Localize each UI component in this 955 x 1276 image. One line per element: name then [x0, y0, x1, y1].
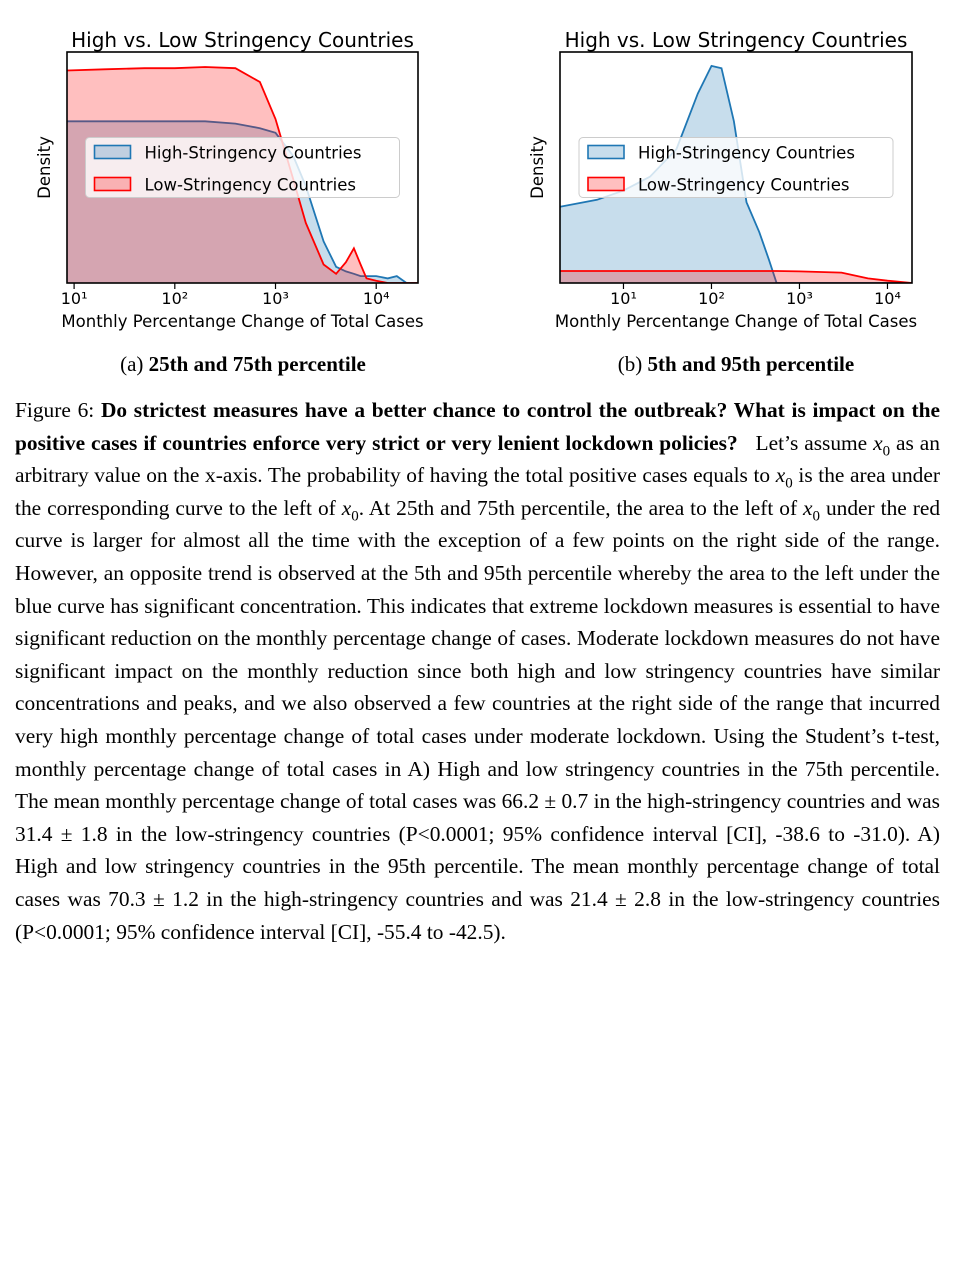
math-part: 0 [351, 508, 359, 525]
subcaption-label: (a) [120, 352, 144, 376]
x-tick-label: 10² [161, 289, 188, 308]
caption-math: x0 [775, 463, 793, 491]
legend-swatch [93, 176, 132, 192]
caption-bold: Do strictest measures have a better chan… [15, 398, 941, 455]
y-axis-label: Density [528, 136, 547, 199]
caption-plain: under the red curve is larger for almost… [15, 495, 946, 944]
caption: Figure 6: Do strictest measures have a b… [15, 394, 940, 948]
math-part: 0 [882, 442, 891, 459]
subcaption-text: 25th and 75th percentile [148, 352, 366, 376]
legend-swatch [587, 176, 625, 192]
math-part: 0 [812, 508, 821, 525]
caption-math: x0 [803, 495, 820, 524]
math-part: 0 [785, 475, 793, 492]
legend-label: High-Stringency Countries [145, 144, 362, 163]
density-line [67, 120, 418, 283]
x-axis-label: Monthly Percentange Change of Total Case… [555, 312, 917, 331]
subcaption: (a) 25th and 75th percentile [33, 352, 453, 377]
legend-swatch [587, 144, 625, 160]
subcaption-label: (b) [617, 352, 643, 376]
math-part: x [873, 430, 883, 455]
math-part: x [803, 495, 813, 520]
caption-plain: is the area under the corresponding curv… [15, 463, 946, 520]
x-tick-label: 10¹ [61, 289, 88, 308]
legend-label: High-Stringency Countries [638, 144, 855, 163]
x-axis-label: Monthly Percentange Change of Total Case… [61, 312, 423, 331]
legend-label: Low-Stringency Countries [638, 176, 850, 195]
figure: 10¹ 10² 10³ 10⁴ High vs. Low Stringency Coun… [35, 28, 917, 331]
chart-title: High vs. Low Stringency Countries [71, 28, 414, 52]
density-fill [560, 271, 912, 283]
chart-title: High vs. Low Stringency Countries [565, 28, 908, 52]
caption-plain: Figure 6: [15, 398, 101, 422]
x-tick-label: 10⁴ [874, 289, 901, 308]
math-part: x [341, 495, 352, 520]
caption-math: x0 [873, 430, 890, 459]
caption-plain: Let’s assume [737, 430, 874, 455]
y-axis-label: Density [35, 136, 54, 199]
density-line [560, 270, 912, 283]
x-tick-label: 10⁴ [363, 289, 390, 308]
caption-plain: as an arbitrary value on the x-axis. The… [15, 430, 946, 488]
caption-math: x0 [341, 495, 359, 524]
axes-frame [559, 51, 913, 284]
legend-box [578, 137, 894, 198]
legend-label: Low-Stringency Countries [145, 176, 357, 195]
x-tick-label: 10³ [262, 289, 289, 308]
subcaption-text: 5th and 95th percentile [647, 352, 855, 376]
x-tick-label: 10¹ [610, 289, 637, 308]
caption-plain: . At 25th and 75th percentile, the area … [358, 495, 804, 520]
math-part: x [775, 463, 786, 488]
legend-swatch [93, 144, 132, 160]
axes-frame [66, 51, 419, 284]
x-tick-label: 10³ [786, 289, 813, 308]
x-tick-label: 10² [698, 289, 725, 308]
legend-box [85, 137, 400, 198]
subcaption: (b) 5th and 95th percentile [526, 352, 946, 377]
